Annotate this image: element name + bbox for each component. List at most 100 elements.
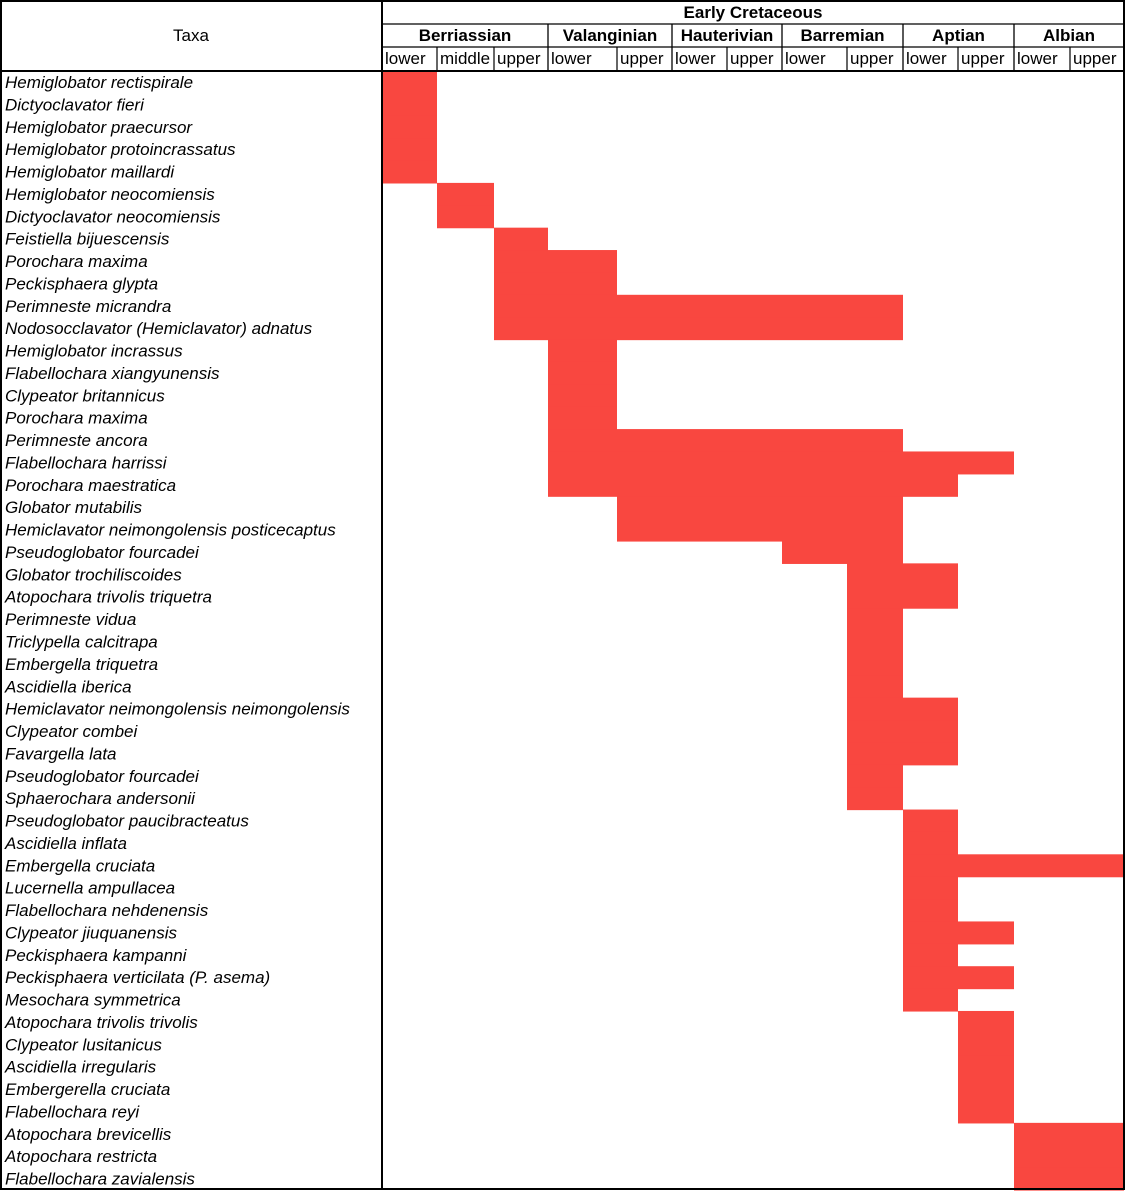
range-bar <box>958 1100 1014 1124</box>
taxa-header: Taxa <box>173 26 209 45</box>
taxon-label: Embergerella cruciata <box>5 1080 170 1099</box>
taxon-label: Flabellochara nehdenensis <box>5 901 209 920</box>
stage-label: Valanginian <box>563 26 657 45</box>
substage-label: lower <box>385 49 426 68</box>
epoch-header: Early Cretaceous <box>684 3 823 22</box>
range-bar <box>382 160 437 184</box>
taxon-label: Embergella cruciata <box>5 856 155 875</box>
range-bar <box>847 742 958 766</box>
taxon-label: Pseudoglobator paucibracteatus <box>5 812 249 831</box>
range-bar <box>548 384 617 408</box>
stage-label: Albian <box>1043 26 1095 45</box>
taxon-label: Hemiglobator incrassus <box>5 342 183 361</box>
taxon-label: Atopochara brevicellis <box>4 1125 172 1144</box>
range-bar <box>1014 1145 1124 1169</box>
range-bar <box>903 921 1014 945</box>
substage-label: upper <box>961 49 1005 68</box>
range-bar <box>847 608 903 632</box>
range-bar <box>548 429 903 453</box>
range-bar <box>847 764 903 788</box>
taxon-label: Mesochara symmetrica <box>5 991 181 1010</box>
taxon-label: Hemiglobator neocomiensis <box>5 185 215 204</box>
chart-labels: Taxa Early Cretaceous Hemiglobator recti… <box>4 3 1117 1189</box>
taxon-label: Triclypella calcitrapa <box>5 633 158 652</box>
taxon-label: Perimneste vidua <box>5 610 136 629</box>
taxon-label: Globator mutabilis <box>5 498 143 517</box>
range-bar <box>847 675 903 699</box>
taxon-label: Peckisphaera verticilata (P. asema) <box>5 968 270 987</box>
taxon-label: Sphaerochara andersonii <box>5 789 196 808</box>
taxon-label: Perimneste ancora <box>5 431 148 450</box>
range-bar <box>1014 1167 1124 1191</box>
substage-label: lower <box>785 49 826 68</box>
substage-label: lower <box>906 49 947 68</box>
range-bar <box>903 854 1124 878</box>
substage-label: middle <box>440 49 490 68</box>
range-bar <box>958 1078 1014 1102</box>
substage-label: lower <box>1017 49 1058 68</box>
range-bar <box>903 966 1014 990</box>
range-bar <box>382 71 437 94</box>
taxon-label: Porochara maxima <box>5 252 148 271</box>
taxon-label: Atopochara trivolis triquetra <box>4 588 212 607</box>
stage-label: Barremian <box>800 26 884 45</box>
taxon-label: Hemiglobator protoincrassatus <box>5 140 236 159</box>
substage-label: upper <box>850 49 894 68</box>
stage-label: Hauterivian <box>681 26 774 45</box>
taxon-label: Dictyoclavator fieri <box>5 95 145 114</box>
range-bars <box>382 71 1124 1191</box>
range-bar <box>494 250 617 274</box>
taxon-label: Hemiglobator praecursor <box>5 118 193 137</box>
taxon-label: Flabellochara zavialensis <box>5 1170 195 1189</box>
taxon-label: Hemiglobator maillardi <box>5 163 175 182</box>
range-bar <box>548 361 617 385</box>
range-bar <box>494 317 903 341</box>
taxon-label: Flabellochara reyi <box>5 1102 140 1121</box>
taxon-label: Flabellochara harrissi <box>5 453 168 472</box>
range-bar <box>382 93 437 117</box>
range-bar <box>617 496 903 520</box>
taxon-label: Lucernella ampullacea <box>5 879 175 898</box>
taxon-label: Porochara maestratica <box>5 476 176 495</box>
range-bar <box>1014 1122 1124 1146</box>
taxon-label: Clypeator lusitanicus <box>5 1035 162 1054</box>
range-bar <box>494 227 548 251</box>
taxon-label: Clypeator britannicus <box>5 386 165 405</box>
substage-label: upper <box>1073 49 1117 68</box>
range-bar <box>437 205 494 229</box>
taxon-label: Ascidiella iberica <box>4 677 132 696</box>
taxon-label: Perimneste micrandra <box>5 297 171 316</box>
range-bar <box>847 652 903 676</box>
range-bar <box>903 809 958 833</box>
taxon-label: Clypeator combei <box>5 722 139 741</box>
taxon-label: Favargella lata <box>5 744 117 763</box>
range-bar <box>847 720 958 743</box>
taxon-label: Peckisphaera glypta <box>5 274 158 293</box>
range-bar <box>847 563 958 587</box>
taxon-label: Globator trochiliscoides <box>5 565 182 584</box>
range-bar <box>903 899 958 923</box>
range-bar <box>494 294 903 318</box>
range-bar <box>958 1010 1014 1034</box>
taxon-label: Hemiclavator neimongolensis posticecaptu… <box>5 521 336 540</box>
range-bar <box>958 1033 1014 1057</box>
taxon-label: Peckisphaera kampanni <box>5 946 188 965</box>
taxon-label: Pseudoglobator fourcadei <box>5 543 200 562</box>
range-bar <box>847 697 958 721</box>
taxon-label: Porochara maxima <box>5 409 148 428</box>
stage-label: Berriassian <box>419 26 512 45</box>
taxon-label: Ascidiella irregularis <box>4 1058 157 1077</box>
stage-label: Aptian <box>932 26 985 45</box>
substage-label: upper <box>497 49 541 68</box>
taxon-label: Hemiclavator neimongolensis neimongolens… <box>5 700 350 719</box>
substage-label: upper <box>620 49 664 68</box>
range-bar <box>382 115 437 139</box>
substage-label: lower <box>551 49 592 68</box>
range-bar <box>548 451 1014 475</box>
range-bar <box>903 988 958 1012</box>
range-bar <box>494 272 617 296</box>
range-bar <box>958 1055 1014 1079</box>
taxon-label: Nodosocclavator (Hemiclavator) adnatus <box>5 319 313 338</box>
